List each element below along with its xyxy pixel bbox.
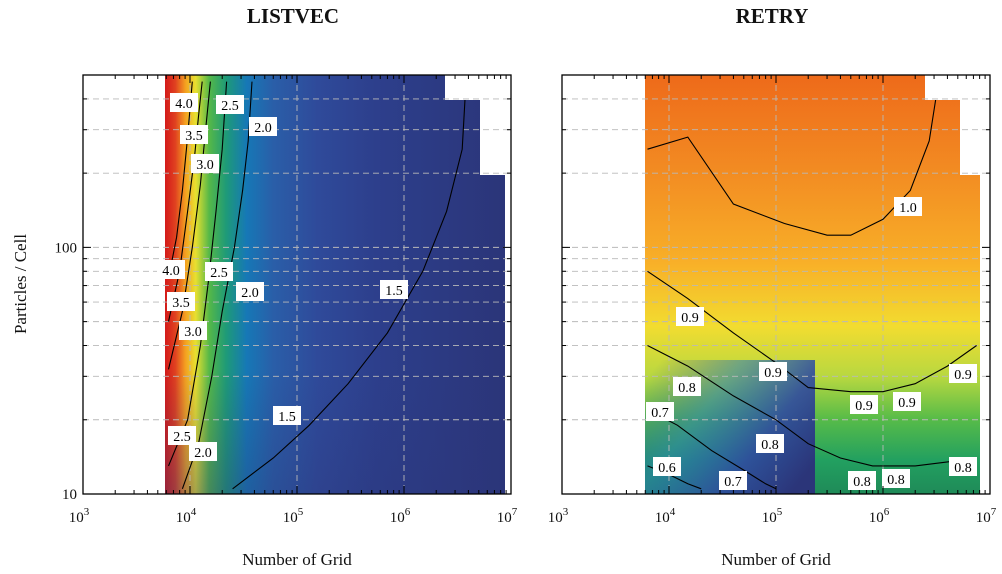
x-tick-label: 104 bbox=[176, 506, 197, 526]
contour-label: 0.9 bbox=[850, 395, 878, 414]
left-axis-ticks bbox=[82, 74, 512, 495]
svg-text:0.9: 0.9 bbox=[898, 396, 916, 411]
contour-label: 3.0 bbox=[191, 154, 219, 173]
contour-label: 0.7 bbox=[646, 402, 674, 421]
y-tick-label: 100 bbox=[55, 240, 78, 256]
x-tick-label: 106 bbox=[869, 506, 890, 526]
left-y-axis-label: Particles / Cell bbox=[11, 234, 30, 334]
svg-text:0.9: 0.9 bbox=[764, 366, 782, 381]
svg-text:0.9: 0.9 bbox=[954, 368, 972, 383]
svg-text:3.0: 3.0 bbox=[196, 158, 214, 173]
right-axis-ticks bbox=[561, 74, 991, 495]
contour-label: 1.0 bbox=[894, 197, 922, 216]
svg-text:1.5: 1.5 bbox=[278, 410, 296, 425]
svg-text:1.5: 1.5 bbox=[385, 284, 403, 299]
svg-text:0.8: 0.8 bbox=[954, 461, 972, 476]
svg-text:0.9: 0.9 bbox=[681, 311, 699, 326]
x-tick-label: 107 bbox=[497, 506, 518, 526]
svg-text:0.8: 0.8 bbox=[887, 473, 905, 488]
x-tick-label: 106 bbox=[390, 506, 411, 526]
x-tick-label: 105 bbox=[283, 506, 304, 526]
x-tick-label: 107 bbox=[976, 506, 997, 526]
contour-label: 0.7 bbox=[719, 471, 747, 490]
contour-line-0.8 bbox=[647, 345, 977, 467]
x-tick-label: 104 bbox=[655, 506, 676, 526]
right-panel: 1.0 0.9 0.9 0.9 0.9 0.9 0.8 0.7 0.8 0.6 0.7 0.8 0.8 0… bbox=[548, 74, 997, 569]
svg-text:1.0: 1.0 bbox=[899, 201, 917, 216]
svg-text:4.0: 4.0 bbox=[162, 264, 180, 279]
contour-label: 2.5 bbox=[205, 262, 233, 281]
svg-text:3.5: 3.5 bbox=[172, 296, 190, 311]
x-tick-label: 103 bbox=[69, 506, 90, 526]
left-gridlines bbox=[83, 75, 511, 494]
svg-text:2.5: 2.5 bbox=[173, 430, 191, 445]
contour-line-4.0 bbox=[167, 81, 193, 279]
svg-text:0.6: 0.6 bbox=[658, 461, 676, 476]
contour-label: 4.0 bbox=[170, 93, 198, 112]
svg-text:2.0: 2.0 bbox=[254, 121, 272, 136]
left-x-axis-label: Number of Grid bbox=[242, 550, 352, 569]
left-filled-contours bbox=[165, 75, 505, 494]
left-y-tick-labels: 10 100 bbox=[55, 240, 78, 503]
left-x-tick-labels: 103 104 105 106 107 bbox=[69, 506, 518, 526]
contour-line-1.0 bbox=[647, 81, 940, 236]
right-contour-lines bbox=[647, 81, 977, 490]
contour-label: 2.0 bbox=[236, 282, 264, 301]
svg-text:3.5: 3.5 bbox=[185, 129, 203, 144]
svg-text:0.8: 0.8 bbox=[761, 438, 779, 453]
contour-label: 1.5 bbox=[380, 280, 408, 299]
contour-label: 2.0 bbox=[249, 117, 277, 136]
left-chart-title: LISTVEC bbox=[247, 4, 339, 28]
svg-text:0.8: 0.8 bbox=[678, 381, 696, 396]
x-tick-label: 105 bbox=[762, 506, 783, 526]
contour-label: 0.9 bbox=[759, 362, 787, 381]
y-tick-label: 10 bbox=[62, 487, 77, 503]
svg-text:0.8: 0.8 bbox=[853, 475, 871, 490]
right-x-axis-label: Number of Grid bbox=[721, 550, 831, 569]
left-panel: 4.0 2.52.03.53.04.0 2.52.0 1.53.53.01.52.52… bbox=[11, 74, 518, 569]
contour-label: 3.5 bbox=[180, 125, 208, 144]
contour-label: 4.0 bbox=[157, 260, 185, 279]
svg-text:2.5: 2.5 bbox=[221, 99, 239, 114]
contour-label: 3.0 bbox=[179, 321, 207, 340]
svg-text:4.0: 4.0 bbox=[175, 97, 193, 112]
contour-label: 0.9 bbox=[676, 307, 704, 326]
contour-line-1.5 bbox=[232, 81, 467, 490]
svg-text:3.0: 3.0 bbox=[184, 325, 202, 340]
contour-line-3.5 bbox=[167, 81, 203, 322]
svg-text:2.5: 2.5 bbox=[210, 266, 228, 281]
contour-label: 0.8 bbox=[848, 471, 876, 490]
svg-text:2.0: 2.0 bbox=[241, 286, 259, 301]
contour-label: 0.8 bbox=[756, 434, 784, 453]
svg-text:0.9: 0.9 bbox=[855, 399, 873, 414]
svg-text:0.7: 0.7 bbox=[651, 406, 669, 421]
contour-label: 3.5 bbox=[167, 292, 195, 311]
contour-label: 1.5 bbox=[273, 406, 301, 425]
contour-label: 2.0 bbox=[189, 442, 217, 461]
contour-label: 2.5 bbox=[216, 95, 244, 114]
x-tick-label: 103 bbox=[548, 506, 569, 526]
right-chart-title: RETRY bbox=[736, 4, 809, 28]
contour-line-0.9 bbox=[647, 270, 977, 393]
contour-label: 0.9 bbox=[949, 364, 977, 383]
contour-label: 0.9 bbox=[893, 392, 921, 411]
contour-label: 0.8 bbox=[673, 377, 701, 396]
left-contour-labels: 4.0 2.52.03.53.04.0 2.52.0 1.53.53.01.52.52… bbox=[157, 93, 408, 461]
svg-text:2.0: 2.0 bbox=[194, 446, 212, 461]
right-x-tick-labels: 103 104 105 106 107 bbox=[548, 506, 997, 526]
contour-line-0.7 bbox=[647, 409, 777, 490]
right-contour-labels: 1.0 0.9 0.9 0.9 0.9 0.9 0.8 0.7 0.8 0.6 0.7 0.8 0.8 0… bbox=[646, 197, 977, 490]
svg-text:0.7: 0.7 bbox=[724, 475, 742, 490]
contour-label: 0.8 bbox=[882, 469, 910, 488]
contour-label: 2.5 bbox=[168, 426, 196, 445]
contour-label: 0.8 bbox=[949, 457, 977, 476]
contour-label: 0.6 bbox=[653, 457, 681, 476]
